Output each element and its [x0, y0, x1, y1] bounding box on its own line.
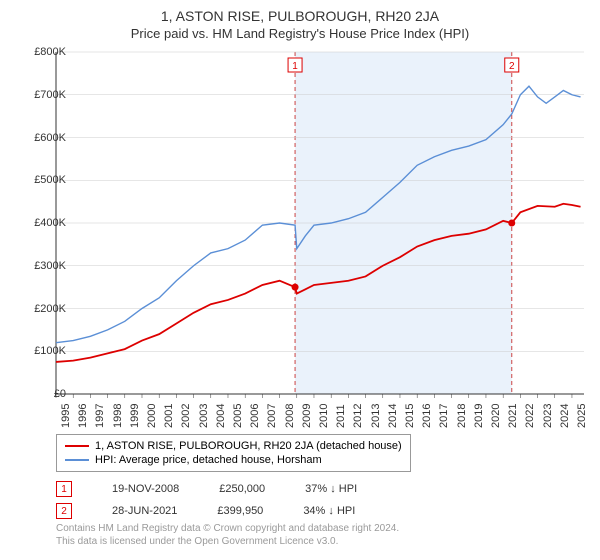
svg-text:2: 2 [509, 61, 515, 72]
marker-badge: 1 [56, 481, 72, 497]
x-tick-label: 2020 [490, 404, 502, 428]
legend-item: HPI: Average price, detached house, Hors… [65, 453, 402, 467]
chart-plot: 12 [56, 52, 584, 394]
footer-attribution: Contains HM Land Registry data © Crown c… [56, 522, 399, 548]
x-tick-label: 2015 [404, 404, 416, 428]
marker-date: 28-JUN-2021 [112, 505, 177, 517]
y-tick-label: £700K [34, 89, 66, 101]
x-tick-label: 1998 [112, 404, 124, 428]
marker-table: 1 19-NOV-2008 £250,000 37% ↓ HPI 2 28-JU… [56, 478, 357, 522]
y-tick-label: £100K [34, 345, 66, 357]
y-tick-label: £200K [34, 303, 66, 315]
y-tick-label: £800K [34, 46, 66, 58]
legend-item: 1, ASTON RISE, PULBOROUGH, RH20 2JA (det… [65, 439, 402, 453]
legend-label: HPI: Average price, detached house, Hors… [95, 454, 322, 466]
x-tick-label: 2014 [387, 404, 399, 428]
legend: 1, ASTON RISE, PULBOROUGH, RH20 2JA (det… [56, 434, 411, 472]
x-tick-label: 2013 [370, 404, 382, 428]
x-tick-label: 2008 [284, 404, 296, 428]
x-tick-label: 2018 [456, 404, 468, 428]
chart-subtitle: Price paid vs. HM Land Registry's House … [0, 24, 600, 47]
marker-row: 2 28-JUN-2021 £399,950 34% ↓ HPI [56, 500, 357, 522]
marker-diff: 34% ↓ HPI [303, 505, 355, 517]
x-tick-label: 2009 [301, 404, 313, 428]
x-tick-label: 2003 [198, 404, 210, 428]
y-tick-label: £0 [54, 388, 66, 400]
y-tick-label: £400K [34, 217, 66, 229]
x-tick-label: 2019 [473, 404, 485, 428]
x-tick-label: 2006 [249, 404, 261, 428]
x-tick-label: 2012 [352, 404, 364, 428]
marker-badge: 2 [56, 503, 72, 519]
x-tick-label: 2023 [542, 404, 554, 428]
footer-line: Contains HM Land Registry data © Crown c… [56, 522, 399, 535]
y-tick-label: £300K [34, 260, 66, 272]
x-tick-label: 1995 [60, 404, 72, 428]
x-tick-label: 2016 [421, 404, 433, 428]
marker-diff: 37% ↓ HPI [305, 483, 357, 495]
chart-title: 1, ASTON RISE, PULBOROUGH, RH20 2JA [0, 0, 600, 24]
x-tick-label: 2004 [215, 404, 227, 428]
marker-price: £250,000 [219, 483, 265, 495]
x-tick-label: 1997 [94, 404, 106, 428]
x-tick-label: 2010 [318, 404, 330, 428]
y-tick-label: £600K [34, 132, 66, 144]
x-tick-label: 2025 [576, 404, 588, 428]
y-tick-label: £500K [34, 174, 66, 186]
svg-text:1: 1 [292, 61, 298, 72]
x-tick-label: 2007 [266, 404, 278, 428]
x-tick-label: 2000 [146, 404, 158, 428]
x-tick-label: 2001 [163, 404, 175, 428]
marker-price: £399,950 [217, 505, 263, 517]
marker-date: 19-NOV-2008 [112, 483, 179, 495]
x-tick-label: 2011 [335, 404, 347, 428]
x-tick-label: 2022 [524, 404, 536, 428]
marker-row: 1 19-NOV-2008 £250,000 37% ↓ HPI [56, 478, 357, 500]
x-tick-label: 2002 [180, 404, 192, 428]
footer-line: This data is licensed under the Open Gov… [56, 535, 399, 548]
x-tick-label: 2017 [438, 404, 450, 428]
x-tick-label: 2021 [507, 404, 519, 428]
x-tick-label: 2005 [232, 404, 244, 428]
legend-label: 1, ASTON RISE, PULBOROUGH, RH20 2JA (det… [95, 440, 402, 452]
x-tick-label: 1996 [77, 404, 89, 428]
x-tick-label: 2024 [559, 404, 571, 428]
x-tick-label: 1999 [129, 404, 141, 428]
